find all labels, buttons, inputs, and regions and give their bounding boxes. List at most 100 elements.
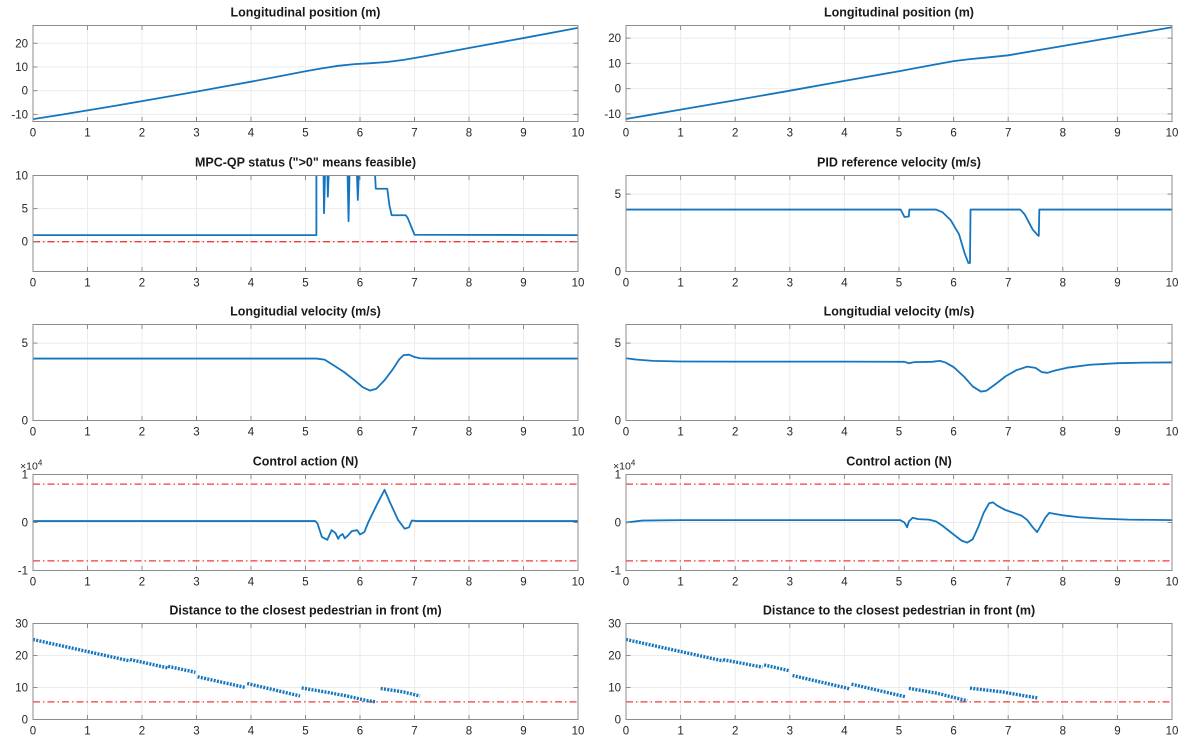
series-distance-seg3: [167, 665, 196, 675]
tick-labels: 0 1 2 3 4 5 6 7 8 9 10-101: [18, 469, 585, 588]
chart-title: Longitudial velocity (m/s): [824, 305, 975, 319]
svg-text:6: 6: [950, 277, 956, 289]
svg-text:5: 5: [896, 726, 902, 738]
chart-longitudinal-velocity-left: 0 1 2 3 4 5 6 7 8 9 10 0 5 Longitudial velocity (m/s): [22, 305, 585, 439]
svg-text:9: 9: [520, 427, 526, 439]
svg-text:5: 5: [302, 128, 308, 140]
chart-longitudinal-velocity-right: 0 1 2 3 4 5 6 7 8 9 10 0 5 Longitudial velocity (m/s): [615, 305, 1179, 439]
plot-area: [33, 353, 578, 392]
svg-text:7: 7: [411, 427, 417, 439]
svg-text:1: 1: [677, 128, 683, 140]
svg-text:2: 2: [732, 427, 738, 439]
svg-text:0: 0: [623, 576, 629, 588]
svg-text:2: 2: [732, 128, 738, 140]
svg-text:0: 0: [22, 715, 28, 727]
svg-text:10: 10: [1166, 726, 1179, 738]
svg-text:-10: -10: [11, 109, 28, 121]
svg-text:4: 4: [841, 427, 848, 439]
svg-text:8: 8: [1060, 128, 1066, 140]
svg-text:1: 1: [677, 576, 683, 588]
series-distance-seg4: [792, 674, 851, 691]
series-distance-seg7: [380, 687, 421, 699]
svg-text:8: 8: [466, 128, 472, 140]
series-distance-seg2: [129, 658, 169, 671]
series-velocity: [33, 353, 578, 392]
svg-text:0: 0: [30, 726, 36, 738]
svg-text:7: 7: [411, 726, 417, 738]
tick-labels: 0 1 2 3 4 5 6 7 8 9 10 0 10 20 30: [15, 619, 584, 738]
svg-text:4: 4: [248, 427, 255, 439]
svg-text:9: 9: [1114, 576, 1120, 588]
svg-text:4: 4: [248, 576, 255, 588]
svg-text:10: 10: [1166, 277, 1179, 289]
svg-text:8: 8: [466, 576, 472, 588]
tick-labels: 0 1 2 3 4 5 6 7 8 9 10 0 5: [615, 189, 1179, 289]
grid-lines: [625, 324, 1173, 422]
chart-control-action-right: 0 1 2 3 4 5 6 7 8 9 10-101×104 Control action (N): [611, 454, 1179, 588]
grid-lines: [32, 473, 579, 571]
svg-text:10: 10: [572, 277, 585, 289]
series-distance-seg1: [33, 638, 131, 663]
svg-text:0: 0: [30, 427, 36, 439]
svg-text:7: 7: [1005, 277, 1011, 289]
series-distance-seg5: [246, 682, 301, 699]
svg-text:10: 10: [15, 170, 28, 182]
plot-area: [33, 26, 578, 121]
svg-text:4: 4: [841, 277, 848, 289]
tick-labels: 0 1 2 3 4 5 6 7 8 9 10 0 10 20 30: [608, 619, 1178, 738]
svg-text:7: 7: [411, 128, 417, 140]
svg-text:9: 9: [520, 128, 526, 140]
svg-text:1: 1: [84, 726, 90, 738]
svg-text:0: 0: [623, 726, 629, 738]
svg-text:2: 2: [139, 277, 145, 289]
svg-text:9: 9: [520, 576, 526, 588]
grid-lines: [32, 174, 579, 272]
svg-text:20: 20: [15, 651, 28, 663]
svg-text:8: 8: [466, 427, 472, 439]
svg-text:0: 0: [615, 416, 621, 428]
tick-marks: [625, 25, 1173, 122]
series-distance-seg1: [626, 638, 724, 663]
svg-text:10: 10: [572, 726, 585, 738]
svg-text:7: 7: [1005, 427, 1011, 439]
svg-text:8: 8: [1060, 726, 1066, 738]
svg-text:3: 3: [193, 726, 199, 738]
svg-text:5: 5: [896, 427, 902, 439]
series-v-ref: [626, 208, 1172, 264]
svg-text:5: 5: [302, 277, 308, 289]
svg-text:1: 1: [677, 427, 683, 439]
svg-text:20: 20: [608, 651, 621, 663]
svg-text:5: 5: [896, 576, 902, 588]
series-distance-seg4: [197, 675, 246, 690]
svg-text:9: 9: [1114, 277, 1120, 289]
svg-text:0: 0: [615, 84, 621, 96]
svg-text:0: 0: [30, 576, 36, 588]
svg-text:20: 20: [608, 33, 621, 45]
tick-labels: 0 1 2 3 4 5 6 7 8 9 10-101: [611, 469, 1179, 588]
svg-text:10: 10: [572, 576, 585, 588]
series-force: [626, 501, 1172, 544]
svg-text:5: 5: [615, 189, 621, 201]
chart-title: Control action (N): [846, 454, 952, 468]
svg-text:10: 10: [1166, 576, 1179, 588]
svg-text:3: 3: [787, 128, 793, 140]
svg-text:1: 1: [677, 726, 683, 738]
tick-marks: [32, 473, 579, 571]
svg-text:9: 9: [1114, 128, 1120, 140]
series-distance-seg7: [969, 686, 1039, 701]
svg-text:2: 2: [732, 726, 738, 738]
plot-area: [33, 175, 578, 242]
svg-text:0: 0: [615, 266, 621, 278]
chart-mpc-qp-status: 0 1 2 3 4 5 6 7 8 9 10 0 5 10 MPC-QP status (">0" mean…: [15, 155, 585, 289]
svg-text:4: 4: [248, 726, 255, 738]
svg-text:2: 2: [139, 427, 145, 439]
svg-text:5: 5: [302, 576, 308, 588]
chart-pid-reference-velocity: 0 1 2 3 4 5 6 7 8 9 10 0 5 PID reference velocity (m/…: [615, 155, 1179, 289]
svg-text:0: 0: [22, 86, 28, 98]
svg-text:9: 9: [520, 726, 526, 738]
svg-text:30: 30: [608, 619, 621, 631]
tick-marks: [32, 25, 579, 122]
plot-area: [626, 638, 1172, 703]
